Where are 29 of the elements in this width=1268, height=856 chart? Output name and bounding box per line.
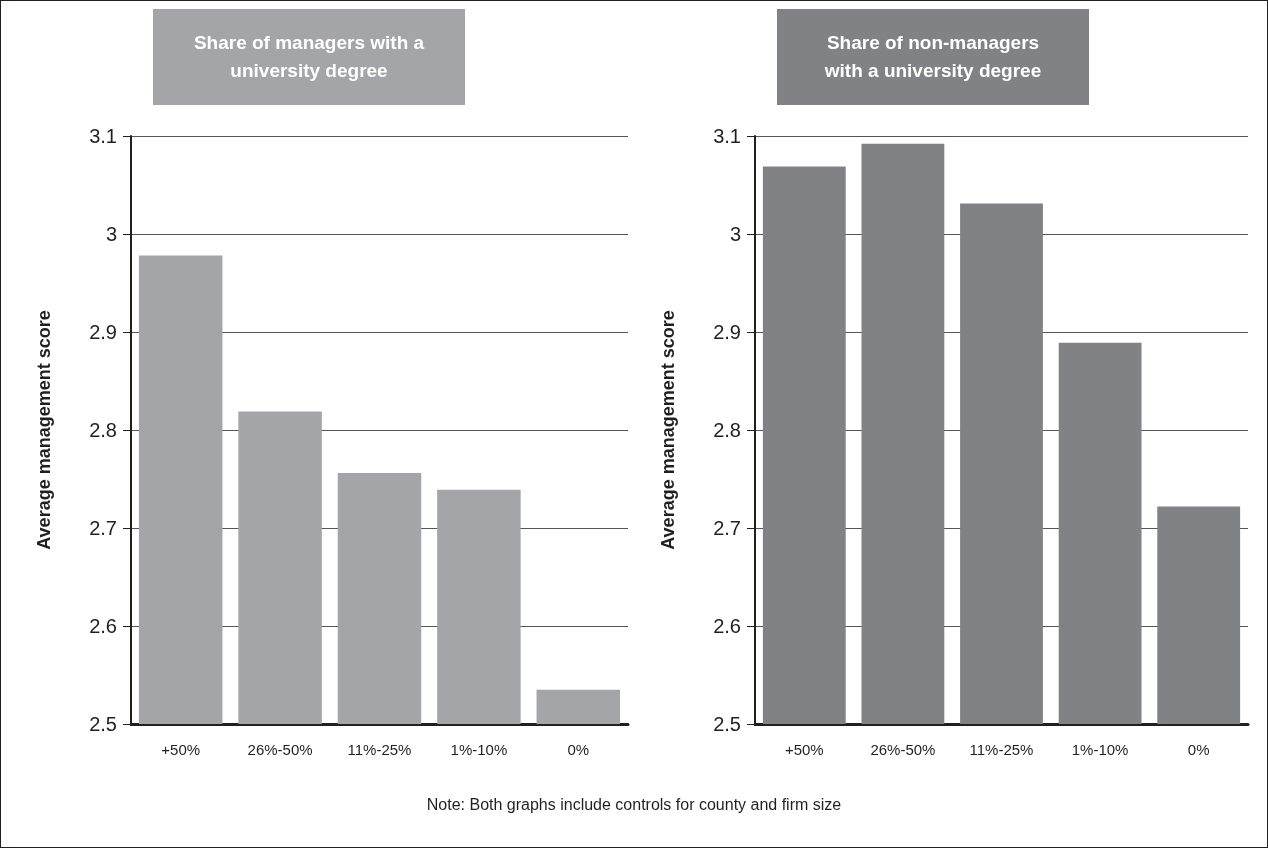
y-tick-label: 3.1 <box>89 125 117 147</box>
y-tick-label: 2.9 <box>89 321 117 343</box>
x-tick-label: 26%-50% <box>870 741 936 758</box>
y-tick-label: 2.5 <box>713 713 741 735</box>
x-tick-label: 0% <box>1187 741 1210 758</box>
y-tick-label: 2.8 <box>89 419 117 441</box>
y-tick-label: 2.8 <box>713 419 741 441</box>
x-tick-label: 1%-10% <box>450 741 508 758</box>
y-tick-label: 2.7 <box>713 517 741 539</box>
x-tick-label: 11%-25% <box>347 741 412 758</box>
y-axis-title: Average management score <box>34 310 54 550</box>
x-tick-label: 1%-10% <box>1071 741 1129 758</box>
y-axis-title: Average management score <box>658 310 678 550</box>
y-tick-label: 2.6 <box>89 615 117 637</box>
y-tick-label: 3.1 <box>713 125 741 147</box>
text: Note: Both graphs include controls for county and firm size <box>425 796 843 814</box>
chart-title: Share of managers with a university degree <box>153 9 465 105</box>
y-tick-label: 2.7 <box>89 517 117 539</box>
y-tick-label: 2.5 <box>89 713 117 735</box>
x-tick-label: +50% <box>784 741 824 758</box>
y-tick-label: 2.9 <box>713 321 741 343</box>
x-tick-label: 0% <box>567 741 590 758</box>
x-tick-label: 26%-50% <box>247 741 313 758</box>
x-tick-label: 11%-25% <box>969 741 1034 758</box>
y-tick-label: 3 <box>729 223 741 245</box>
y-tick-label: 3 <box>105 223 117 245</box>
chart-title: Share of non-managers with a university degree <box>777 9 1089 105</box>
y-tick-label: 2.6 <box>713 615 741 637</box>
x-tick-label: +50% <box>161 741 201 758</box>
